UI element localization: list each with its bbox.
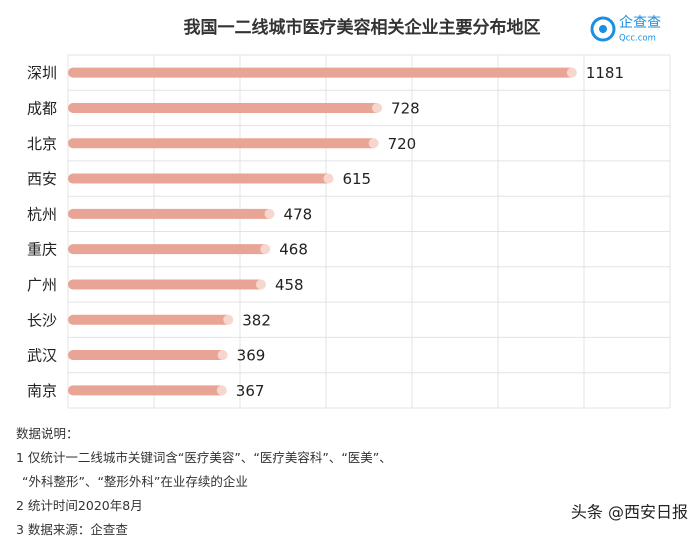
note: 2 统计时间2020年8月 — [16, 498, 143, 513]
y-tick-label: 西安 — [27, 170, 57, 188]
bar-end — [323, 173, 334, 184]
bar — [68, 208, 274, 219]
bar — [68, 138, 378, 149]
bar-end — [216, 385, 227, 396]
value-label: 382 — [242, 311, 271, 329]
bar-end — [217, 350, 228, 361]
bar-end — [566, 67, 577, 78]
chart-title: 我国一二线城市医疗美容相关企业主要分布地区 — [184, 17, 541, 38]
bar-end — [260, 244, 271, 255]
bar — [68, 67, 576, 78]
y-tick-label: 深圳 — [27, 64, 57, 82]
value-label: 615 — [342, 170, 371, 188]
bar — [68, 102, 382, 113]
logo-icon — [590, 16, 616, 42]
value-label: 720 — [388, 135, 417, 153]
note: 3 数据来源：企查查 — [16, 522, 128, 537]
bar — [68, 244, 270, 255]
logo: 企查查 Qcc.com — [590, 14, 661, 44]
bar-end — [255, 279, 266, 290]
value-label: 369 — [237, 347, 266, 365]
logo-name: 企查查 — [619, 14, 661, 31]
bar — [68, 314, 233, 325]
note: “外科整形”、“整形外科”在业存续的企业 — [22, 474, 248, 489]
y-tick-label: 成都 — [27, 99, 57, 117]
bar — [68, 385, 226, 396]
y-tick-label: 武汉 — [27, 347, 57, 365]
bar-end — [264, 208, 275, 219]
bar — [68, 350, 227, 361]
logo-icon-dot — [599, 25, 607, 33]
value-label: 1181 — [586, 64, 624, 82]
bar-end — [372, 102, 383, 113]
bar — [68, 279, 265, 290]
y-tick-label: 南京 — [27, 382, 57, 400]
bar-end — [368, 138, 379, 149]
value-label: 728 — [391, 99, 420, 117]
y-tick-label: 广州 — [27, 276, 57, 294]
logo-domain: Qcc.com — [619, 34, 656, 44]
value-label: 468 — [279, 241, 308, 259]
value-label: 478 — [284, 205, 313, 223]
bar-end — [223, 314, 234, 325]
value-label: 367 — [236, 382, 265, 400]
bar — [68, 173, 333, 184]
note: 1 仅统计一二线城市关键词含“医疗美容”、“医疗美容科”、“医美”、 — [16, 450, 392, 465]
watermark: 头条 @西安日报 — [571, 503, 688, 522]
y-tick-label: 长沙 — [27, 311, 57, 329]
value-label: 458 — [275, 276, 304, 294]
y-tick-label: 北京 — [27, 135, 57, 153]
note: 数据说明： — [16, 426, 79, 441]
y-tick-label: 重庆 — [27, 241, 57, 259]
y-tick-label: 杭州 — [27, 205, 57, 223]
